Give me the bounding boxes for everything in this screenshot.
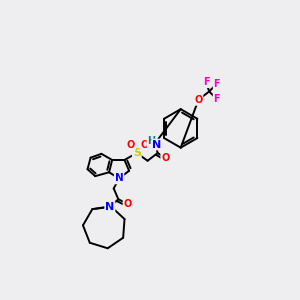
Text: S: S [133,148,141,158]
Text: F: F [203,77,209,87]
Text: N: N [115,173,124,184]
Text: O: O [123,199,132,209]
Text: F: F [214,94,220,104]
Text: O: O [140,140,148,150]
Text: N: N [152,140,161,150]
Text: O: O [127,140,135,150]
Text: N: N [105,202,115,212]
Text: H: H [147,136,155,146]
Text: F: F [214,79,220,89]
Text: O: O [194,95,202,105]
Text: O: O [161,153,170,163]
